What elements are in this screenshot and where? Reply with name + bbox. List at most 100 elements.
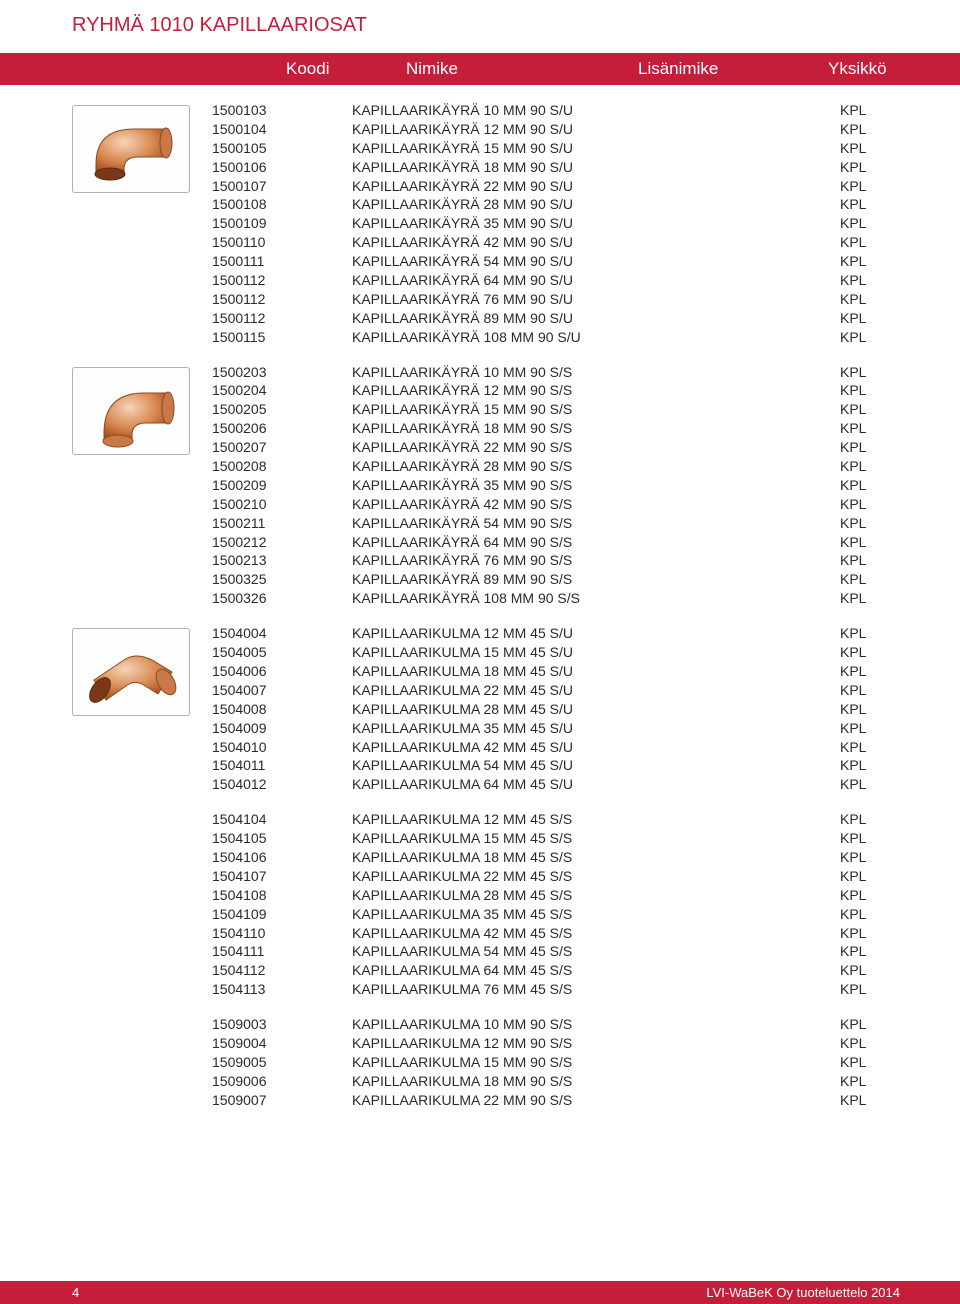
product-code: 1500108 xyxy=(212,195,352,214)
product-unit: KPL xyxy=(840,533,900,552)
product-unit: KPL xyxy=(840,233,900,252)
product-unit: KPL xyxy=(840,476,900,495)
product-unit: KPL xyxy=(840,139,900,158)
table-row: 1500207KAPILLAARIKÄYRÄ 22 MM 90 S/SKPL xyxy=(212,438,900,457)
header-nimike: Nimike xyxy=(406,59,638,79)
image-cell xyxy=(72,810,212,814)
product-unit: KPL xyxy=(840,886,900,905)
product-group: 1504004KAPILLAARIKULMA 12 MM 45 S/UKPL15… xyxy=(72,624,900,794)
table-row: 1500112KAPILLAARIKÄYRÄ 89 MM 90 S/UKPL xyxy=(212,309,900,328)
product-unit: KPL xyxy=(840,1034,900,1053)
product-name: KAPILLAARIKÄYRÄ 89 MM 90 S/U xyxy=(352,309,840,328)
table-row: 1500208KAPILLAARIKÄYRÄ 28 MM 90 S/SKPL xyxy=(212,457,900,476)
product-name: KAPILLAARIKÄYRÄ 76 MM 90 S/S xyxy=(352,551,840,570)
table-row: 1509003KAPILLAARIKULMA 10 MM 90 S/SKPL xyxy=(212,1015,900,1034)
table-row: 1500108KAPILLAARIKÄYRÄ 28 MM 90 S/UKPL xyxy=(212,195,900,214)
table-row: 1500106KAPILLAARIKÄYRÄ 18 MM 90 S/UKPL xyxy=(212,158,900,177)
product-unit: KPL xyxy=(840,1015,900,1034)
product-code: 1504010 xyxy=(212,738,352,757)
table-row: 1500209KAPILLAARIKÄYRÄ 35 MM 90 S/SKPL xyxy=(212,476,900,495)
product-name: KAPILLAARIKULMA 42 MM 45 S/U xyxy=(352,738,840,757)
product-name: KAPILLAARIKULMA 35 MM 45 S/S xyxy=(352,905,840,924)
product-name: KAPILLAARIKULMA 64 MM 45 S/U xyxy=(352,775,840,794)
product-unit: KPL xyxy=(840,570,900,589)
table-row: 1504106KAPILLAARIKULMA 18 MM 45 S/SKPL xyxy=(212,848,900,867)
product-unit: KPL xyxy=(840,400,900,419)
table-row: 1500103KAPILLAARIKÄYRÄ 10 MM 90 S/UKPL xyxy=(212,101,900,120)
table-row: 1500210KAPILLAARIKÄYRÄ 42 MM 90 S/SKPL xyxy=(212,495,900,514)
product-code: 1500207 xyxy=(212,438,352,457)
product-code: 1500209 xyxy=(212,476,352,495)
product-name: KAPILLAARIKÄYRÄ 22 MM 90 S/U xyxy=(352,177,840,196)
image-cell xyxy=(72,624,212,716)
product-code: 1500326 xyxy=(212,589,352,608)
product-code: 1509005 xyxy=(212,1053,352,1072)
product-code: 1504004 xyxy=(212,624,352,643)
product-name: KAPILLAARIKÄYRÄ 64 MM 90 S/S xyxy=(352,533,840,552)
product-name: KAPILLAARIKÄYRÄ 18 MM 90 S/U xyxy=(352,158,840,177)
table-row: 1500107KAPILLAARIKÄYRÄ 22 MM 90 S/UKPL xyxy=(212,177,900,196)
product-code: 1500107 xyxy=(212,177,352,196)
product-code: 1500106 xyxy=(212,158,352,177)
table-row: 1504108KAPILLAARIKULMA 28 MM 45 S/SKPL xyxy=(212,886,900,905)
product-code: 1504108 xyxy=(212,886,352,905)
product-code: 1509006 xyxy=(212,1072,352,1091)
product-name: KAPILLAARIKULMA 22 MM 45 S/U xyxy=(352,681,840,700)
product-unit: KPL xyxy=(840,1091,900,1110)
product-unit: KPL xyxy=(840,589,900,608)
elbow-45-icon xyxy=(72,628,190,716)
product-unit: KPL xyxy=(840,775,900,794)
product-code: 1504104 xyxy=(212,810,352,829)
product-name: KAPILLAARIKULMA 12 MM 90 S/S xyxy=(352,1034,840,1053)
product-name: KAPILLAARIKULMA 64 MM 45 S/S xyxy=(352,961,840,980)
elbow-90-ss-icon xyxy=(72,367,190,455)
table-row: 1504104KAPILLAARIKULMA 12 MM 45 S/SKPL xyxy=(212,810,900,829)
product-name: KAPILLAARIKULMA 22 MM 90 S/S xyxy=(352,1091,840,1110)
product-name: KAPILLAARIKULMA 15 MM 90 S/S xyxy=(352,1053,840,1072)
content-area: 1500103KAPILLAARIKÄYRÄ 10 MM 90 S/UKPL15… xyxy=(0,101,960,1110)
table-cell: 1500103KAPILLAARIKÄYRÄ 10 MM 90 S/UKPL15… xyxy=(212,101,900,347)
product-name: KAPILLAARIKULMA 35 MM 45 S/U xyxy=(352,719,840,738)
page-title: RYHMÄ 1010 KAPILLAARIOSAT xyxy=(0,0,960,37)
product-unit: KPL xyxy=(840,848,900,867)
product-unit: KPL xyxy=(840,961,900,980)
product-code: 1504113 xyxy=(212,980,352,999)
product-group: 1500103KAPILLAARIKÄYRÄ 10 MM 90 S/UKPL15… xyxy=(72,101,900,347)
product-name: KAPILLAARIKÄYRÄ 18 MM 90 S/S xyxy=(352,419,840,438)
product-name: KAPILLAARIKULMA 54 MM 45 S/S xyxy=(352,942,840,961)
product-code: 1509003 xyxy=(212,1015,352,1034)
image-cell xyxy=(72,363,212,455)
image-cell xyxy=(72,101,212,193)
product-unit: KPL xyxy=(840,457,900,476)
product-code: 1500103 xyxy=(212,101,352,120)
product-code: 1500112 xyxy=(212,271,352,290)
table-row: 1500111KAPILLAARIKÄYRÄ 54 MM 90 S/UKPL xyxy=(212,252,900,271)
product-code: 1504012 xyxy=(212,775,352,794)
product-unit: KPL xyxy=(840,158,900,177)
table-cell: 1500203KAPILLAARIKÄYRÄ 10 MM 90 S/SKPL15… xyxy=(212,363,900,609)
product-name: KAPILLAARIKULMA 12 MM 45 S/U xyxy=(352,624,840,643)
product-unit: KPL xyxy=(840,905,900,924)
product-unit: KPL xyxy=(840,214,900,233)
table-cell: 1509003KAPILLAARIKULMA 10 MM 90 S/SKPL15… xyxy=(212,1015,900,1109)
product-code: 1500112 xyxy=(212,309,352,328)
table-row: 1504005KAPILLAARIKULMA 15 MM 45 S/UKPL xyxy=(212,643,900,662)
product-code: 1504105 xyxy=(212,829,352,848)
product-code: 1500111 xyxy=(212,252,352,271)
table-row: 1500205KAPILLAARIKÄYRÄ 15 MM 90 S/SKPL xyxy=(212,400,900,419)
product-name: KAPILLAARIKÄYRÄ 12 MM 90 S/S xyxy=(352,381,840,400)
product-code: 1500210 xyxy=(212,495,352,514)
page-footer: 4 LVI-WaBeK Oy tuoteluettelo 2014 xyxy=(0,1281,960,1304)
product-code: 1504107 xyxy=(212,867,352,886)
product-name: KAPILLAARIKÄYRÄ 10 MM 90 S/S xyxy=(352,363,840,382)
product-unit: KPL xyxy=(840,662,900,681)
product-code: 1504111 xyxy=(212,942,352,961)
product-unit: KPL xyxy=(840,829,900,848)
product-unit: KPL xyxy=(840,195,900,214)
product-code: 1500105 xyxy=(212,139,352,158)
table-row: 1509007KAPILLAARIKULMA 22 MM 90 S/SKPL xyxy=(212,1091,900,1110)
product-unit: KPL xyxy=(840,942,900,961)
product-name: KAPILLAARIKÄYRÄ 64 MM 90 S/U xyxy=(352,271,840,290)
product-code: 1504110 xyxy=(212,924,352,943)
product-name: KAPILLAARIKULMA 22 MM 45 S/S xyxy=(352,867,840,886)
